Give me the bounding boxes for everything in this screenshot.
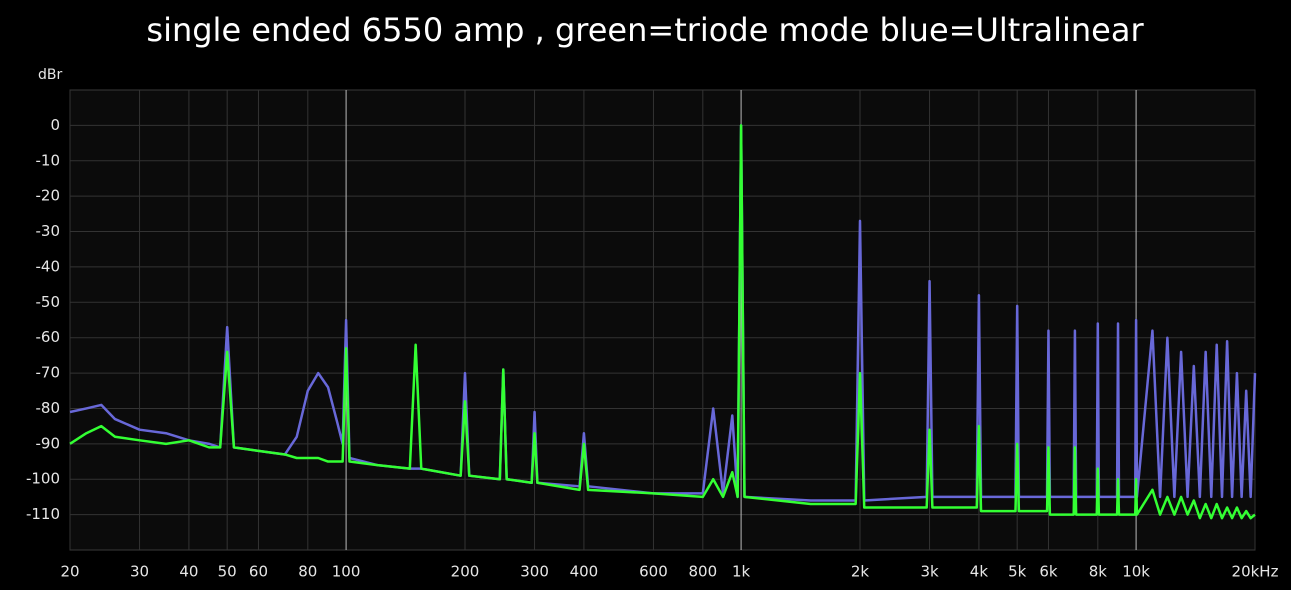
x-tick-label: 30 [130, 563, 149, 581]
y-tick-label: -90 [36, 434, 61, 452]
y-tick-label: 0 [50, 116, 60, 134]
y-tick-label: -100 [26, 470, 60, 488]
x-tick-label: 2k [851, 563, 870, 581]
x-tick-label: 40 [179, 563, 198, 581]
x-tick-label: 200 [451, 563, 480, 581]
x-tick-label: 50 [218, 563, 237, 581]
y-tick-label: -30 [36, 222, 61, 240]
x-tick-label: 80 [298, 563, 317, 581]
series-line [69, 124, 1257, 502]
x-tick-label: 400 [570, 563, 599, 581]
y-tick-label: -20 [36, 187, 61, 205]
y-tick-label: -10 [36, 151, 61, 169]
y-tick-label: -40 [36, 257, 61, 275]
x-tick-label: 1k [732, 563, 751, 581]
plot-area [69, 89, 1256, 551]
y-tick-label: -50 [36, 293, 61, 311]
x-tick-label: 10k [1122, 563, 1150, 581]
x-tick-label: 100 [332, 563, 361, 581]
x-tick-label: 6k [1039, 563, 1058, 581]
x-tick-label: 800 [688, 563, 717, 581]
x-tick-label: 4k [970, 563, 989, 581]
x-tick-label: 5k [1008, 563, 1027, 581]
x-tick-label: 3k [920, 563, 939, 581]
x-tick-label: 600 [639, 563, 668, 581]
x-tick-label: 8k [1089, 563, 1108, 581]
chart-title: single ended 6550 amp , green=triode mod… [146, 11, 1144, 49]
y-tick-label: -70 [36, 364, 61, 382]
x-tick-label: 20kHz [1232, 563, 1279, 581]
y-axis-label: dBr [38, 67, 62, 83]
y-tick-label: -110 [26, 505, 60, 523]
y-tick-label: -80 [36, 399, 61, 417]
x-tick-label: 300 [520, 563, 549, 581]
y-tick-label: -60 [36, 328, 61, 346]
x-tick-label: 20 [60, 563, 79, 581]
series-line [69, 124, 1256, 520]
x-tick-label: 60 [249, 563, 268, 581]
